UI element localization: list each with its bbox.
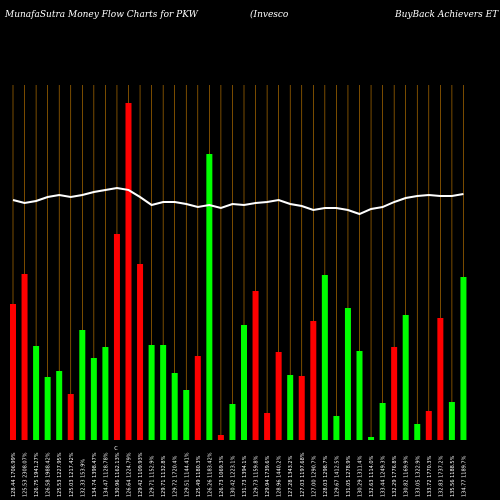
x-tick-label: 133.72 1770.3%	[427, 455, 433, 497]
bar	[79, 330, 86, 440]
x-tick-label: 129.67 1412.5%	[334, 455, 340, 497]
bar	[10, 304, 16, 440]
bar	[460, 277, 467, 440]
x-tick-label: 126.75 1941.27%	[34, 452, 40, 497]
x-tick-label: 134.47 1128.78%	[103, 452, 109, 497]
bar	[264, 413, 271, 440]
bar	[90, 358, 97, 440]
x-tick-label: 128.96 1440.2%	[277, 455, 283, 497]
x-tick-label: 125.03 1217.42%	[69, 452, 75, 497]
bar	[321, 275, 328, 440]
bar	[113, 234, 120, 440]
x-tick-label: 126.64 1224.79%	[127, 452, 133, 497]
bar	[102, 347, 109, 440]
x-tick-label: 127.00 1290.7%	[311, 455, 317, 497]
bar	[67, 394, 74, 440]
x-tick-label: 130.42 1223.1%	[230, 455, 236, 497]
bar	[287, 375, 294, 440]
x-tick-label: 126.58 1988.42%	[46, 452, 52, 497]
x-tick-label: 130.96 1162.13%	[115, 452, 121, 497]
annotation: C	[114, 446, 118, 452]
x-tick-label: 126.73 1069.3%	[219, 455, 225, 497]
bar	[425, 411, 432, 440]
x-tick-label: 125.49 1180.3%	[196, 455, 202, 497]
bar	[391, 347, 398, 440]
x-tick-label: 129.42 1109.93%	[138, 452, 144, 497]
x-tick-label: 125.53 1227.95%	[57, 452, 63, 497]
x-tick-label: 128.03 1298.7%	[323, 455, 329, 497]
bar	[344, 308, 351, 440]
bar	[437, 318, 444, 440]
title: (Invesco	[250, 9, 289, 20]
x-tick-label: 126.26 1183.42%	[207, 452, 213, 497]
bar	[414, 424, 421, 440]
bar	[448, 402, 455, 440]
x-tick-label: 131.05 1278.9%	[346, 455, 352, 497]
x-tick-label: 127.03 1197.68%	[300, 452, 306, 497]
bar	[206, 154, 213, 440]
x-tick-label: 129.71 1152.9%	[150, 455, 156, 497]
bar	[217, 435, 224, 440]
bar	[229, 404, 236, 440]
bar	[275, 352, 282, 440]
price-line	[12, 186, 464, 216]
bar	[333, 416, 340, 440]
bar	[148, 345, 155, 440]
x-tick-label: 129.71 1132.8%	[161, 455, 167, 497]
x-tick-label: 134.74 1398.47%	[92, 452, 98, 497]
title: BuyBack Achievers ET	[394, 10, 499, 20]
x-tick-label: 125.53 2308.07%	[23, 452, 29, 497]
bar	[356, 351, 363, 440]
bar	[33, 346, 40, 440]
bar	[310, 321, 317, 440]
x-tick-label: 130.29 1311.4%	[358, 455, 364, 497]
x-tick-label: 135.56 1188.5%	[450, 455, 456, 497]
x-tick-label: 133.05 1322.9%	[415, 455, 421, 497]
x-tick-label: 129.72 1720.4%	[173, 455, 179, 497]
bar	[194, 356, 201, 440]
title: MunafaSutra Money Flow Charts for PKW	[4, 10, 199, 20]
bar	[21, 274, 28, 440]
x-tick-label: 130.82 1169.9%	[404, 455, 410, 497]
bar	[298, 376, 305, 440]
x-tick-label: 129.51 1144.41%	[184, 452, 190, 497]
x-tick-label: 127.28 1343.2%	[288, 455, 294, 497]
bar	[125, 103, 132, 440]
bar	[402, 315, 409, 440]
bar	[183, 390, 190, 440]
x-tick-label: 128.44 1706.99%	[11, 452, 17, 497]
x-tick-label: 131.73 1394.1%	[242, 455, 248, 497]
bar	[241, 325, 247, 440]
x-tick-label: 132.29 1776.8%	[392, 455, 398, 497]
x-tick-label: 132.33 153.9%	[80, 459, 86, 497]
x-tick-label: 132.63 1114.0%	[369, 455, 375, 497]
bar	[379, 403, 386, 440]
x-tick-label: 129.94 1739.6%	[265, 455, 271, 497]
bar	[56, 371, 63, 440]
x-tick-label: 134.77 1189.7%	[461, 455, 467, 497]
x-tick-label: 132.83 1737.2%	[438, 455, 444, 497]
bar	[252, 291, 259, 440]
bar	[137, 264, 144, 440]
bar	[368, 437, 375, 440]
x-tick-label: 129.73 1159.8%	[254, 455, 260, 497]
bar	[160, 345, 167, 440]
bar	[44, 377, 51, 440]
bar	[171, 373, 178, 440]
x-tick-label: 133.44 1249.3%	[381, 455, 387, 497]
